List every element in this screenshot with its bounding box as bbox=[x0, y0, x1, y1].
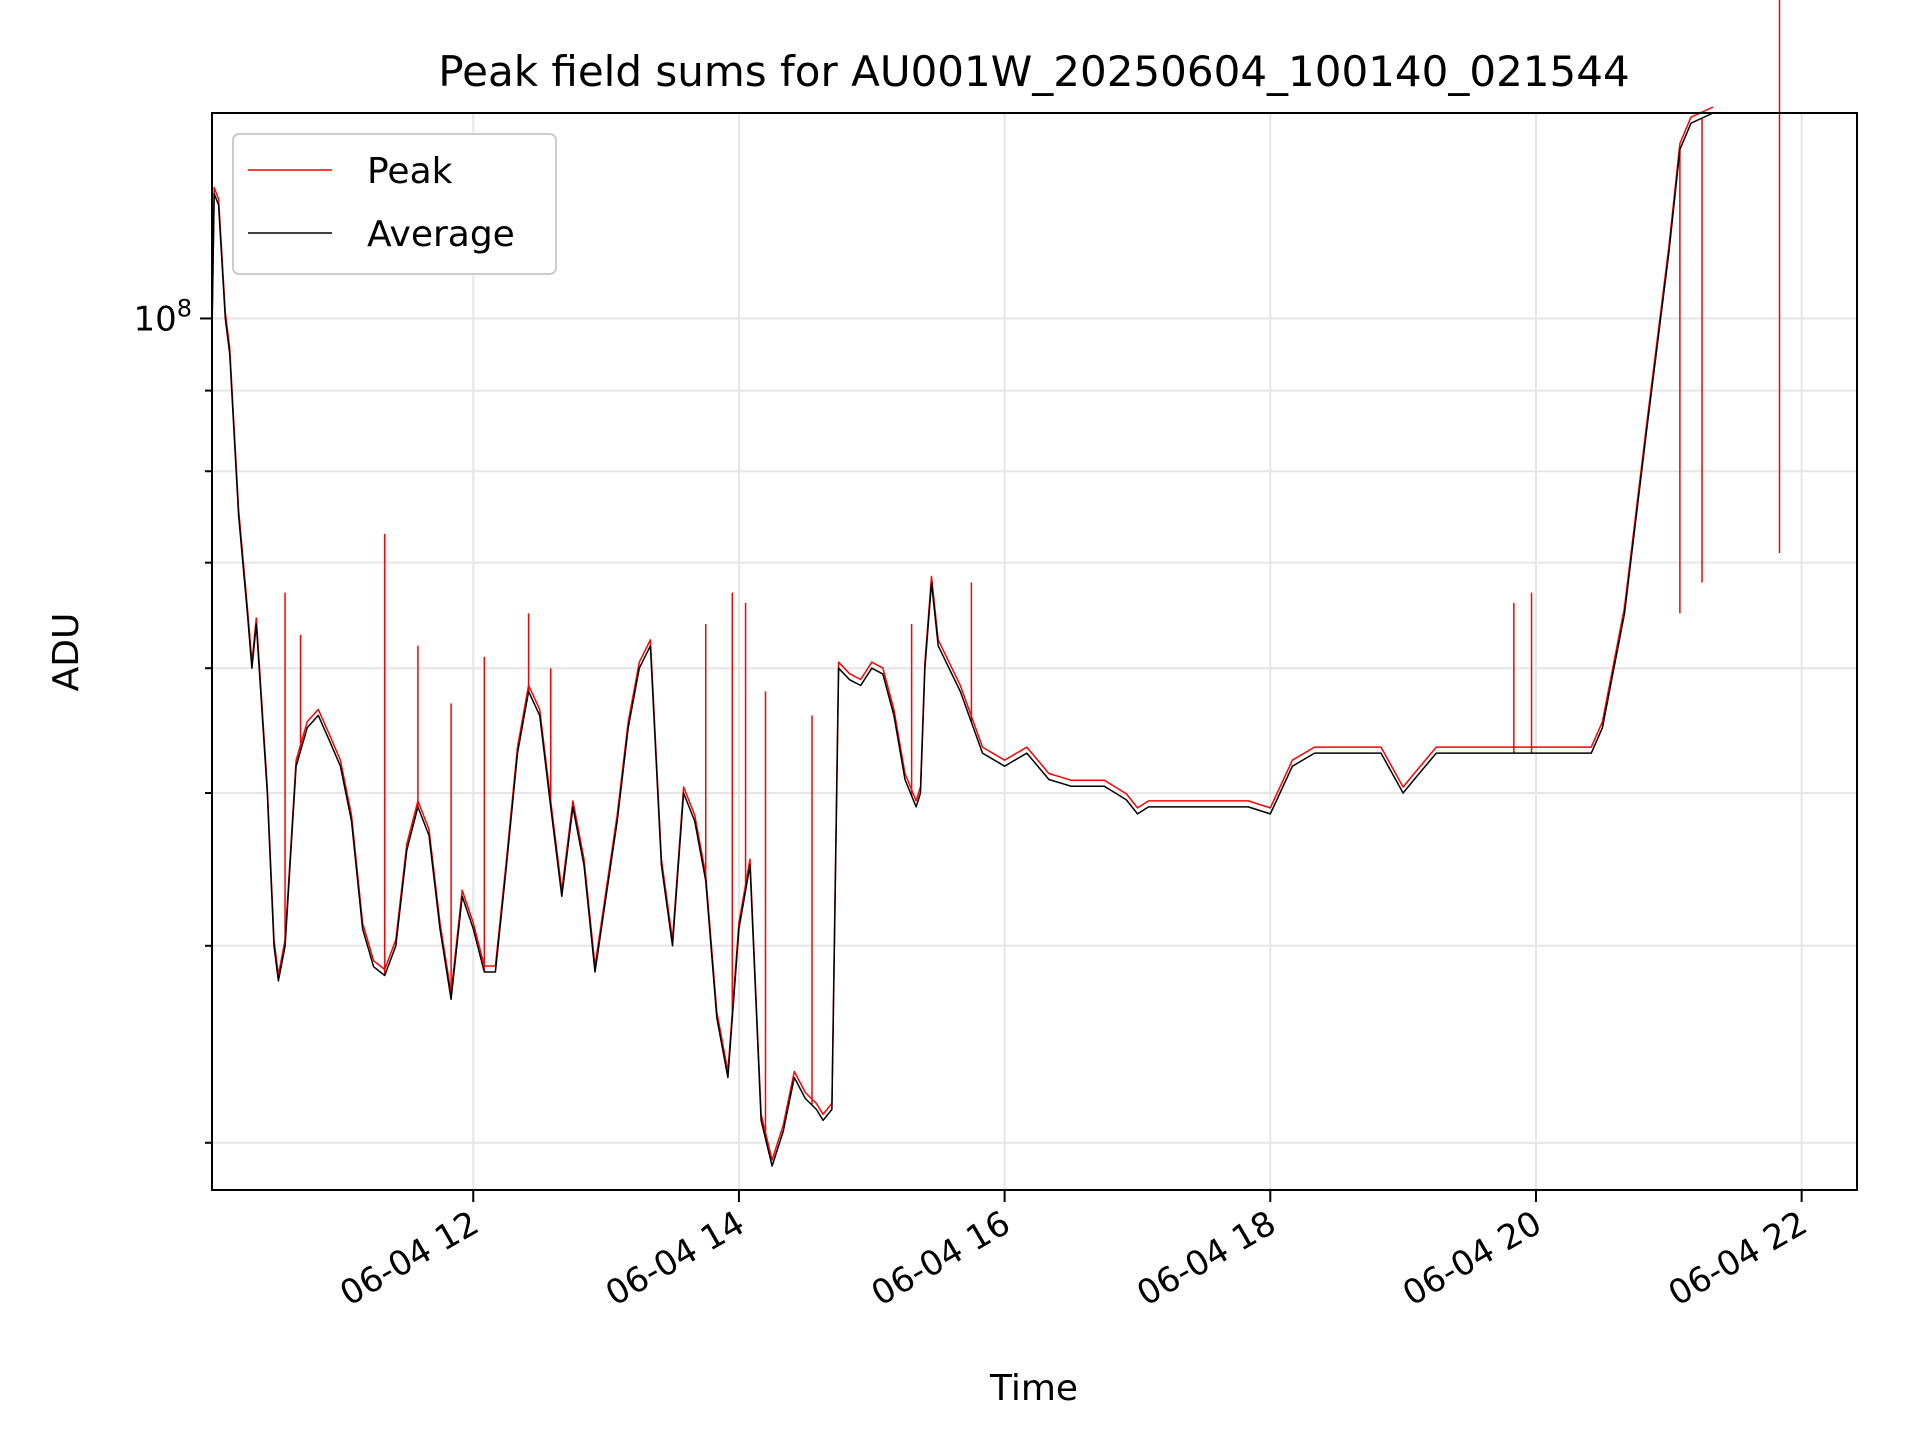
legend-peak-label: Peak bbox=[367, 151, 453, 192]
plot-area bbox=[211, 0, 1781, 1167]
grid-lines bbox=[212, 113, 1857, 1190]
y-tick-label: 108 bbox=[133, 294, 192, 339]
y-axis-ticks: 108 bbox=[133, 294, 212, 1144]
legend: Peak Average bbox=[232, 133, 557, 275]
average-series-line bbox=[211, 112, 1714, 1167]
chart-title: Peak field sums for AU001W_20250604_1001… bbox=[438, 47, 1629, 96]
x-axis-title: Time bbox=[989, 1368, 1078, 1409]
y-axis-title: ADU bbox=[46, 613, 87, 692]
legend-average-label: Average bbox=[367, 214, 515, 255]
legend-box bbox=[232, 133, 557, 275]
axes-frame bbox=[211, 112, 1858, 1191]
